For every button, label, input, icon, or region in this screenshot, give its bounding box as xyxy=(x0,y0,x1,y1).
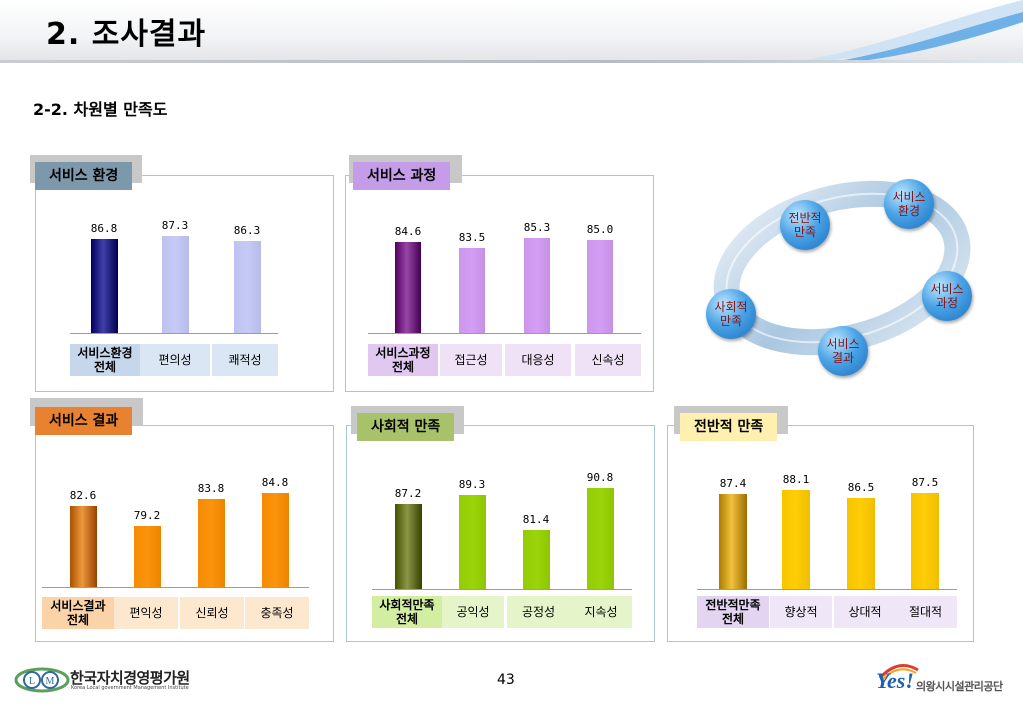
chart-value-label: 84.8 xyxy=(261,476,289,489)
chart-category-label: 공정성 xyxy=(507,596,570,628)
chart-value-label: 85.3 xyxy=(523,221,551,234)
chart-bar xyxy=(522,529,550,589)
cycle-node-overall-satisfaction: 전반적 만족 xyxy=(780,200,830,250)
chart-category-label: 신속성 xyxy=(575,344,641,376)
chart-category-label: 상대적 xyxy=(834,596,896,628)
chart-value-label: 83.8 xyxy=(197,481,225,495)
header-swoosh-decoration xyxy=(793,0,1023,62)
chart-bar xyxy=(459,248,485,333)
chart-baseline xyxy=(372,589,632,590)
cycle-node-label: 사회적 만족 xyxy=(714,300,748,328)
chart-bar xyxy=(90,238,118,333)
chart-value-label: 86.5 xyxy=(847,481,875,495)
chart-title-tab: 서비스 과정 xyxy=(353,162,451,190)
chart-category-label: 신뢰성 xyxy=(180,597,244,629)
chart-title-tab: 전반적 만족 xyxy=(680,413,778,441)
chart-baseline xyxy=(368,333,641,334)
cycle-node-label: 서비스 환경 xyxy=(892,190,926,218)
cycle-node-social-satisfaction: 사회적 만족 xyxy=(706,289,756,339)
chart-category-label: 서비스환경 전체 xyxy=(70,344,140,376)
page-title: 2. 조사결과 xyxy=(46,17,207,52)
chart-category-label: 서비스결과 전체 xyxy=(42,597,114,629)
chart-category-label: 쾌적성 xyxy=(212,344,278,376)
chart-value-label: 87.3 xyxy=(161,219,189,232)
cycle-node-service-result: 서비스 결과 xyxy=(818,326,868,376)
chart-value-label: 90.8 xyxy=(586,471,614,484)
chart-category-label: 공익성 xyxy=(442,596,504,628)
chart-bar xyxy=(586,488,614,589)
chart-category-label: 접근성 xyxy=(440,344,502,376)
chart-category-label: 서비스과정 전체 xyxy=(368,344,438,376)
chart-category-label: 절대적 xyxy=(894,596,957,628)
chart-bar xyxy=(395,241,421,333)
chart-bar xyxy=(587,239,613,333)
chart-value-label: 84.6 xyxy=(394,224,422,238)
chart-bar xyxy=(233,241,261,333)
chart-category-label: 지속성 xyxy=(570,596,632,628)
chart-bar xyxy=(911,493,939,589)
section-subtitle: 2-2. 차원별 만족도 xyxy=(33,100,168,119)
chart-bar xyxy=(197,498,225,587)
cycle-node-label: 서비스 결과 xyxy=(826,337,860,365)
klmi-emblem-icon: L M xyxy=(14,667,70,693)
chart-bar xyxy=(719,493,747,589)
chart-category-label: 충족성 xyxy=(245,597,309,629)
footer-right-org-name: 의왕시시설관리공단 xyxy=(916,680,1003,693)
chart-bar xyxy=(133,525,161,587)
chart-bar xyxy=(261,493,289,587)
chart-baseline xyxy=(70,333,278,334)
chart-bar xyxy=(847,498,875,589)
chart-baseline xyxy=(697,589,957,590)
chart-category-label: 편의성 xyxy=(140,344,210,376)
chart-value-label: 85.0 xyxy=(586,222,614,236)
header-divider xyxy=(0,60,1023,63)
footer-org-name-en: Korea Local government Management Instit… xyxy=(71,685,189,691)
chart-bar xyxy=(458,494,486,589)
cycle-node-label: 서비스 과정 xyxy=(930,282,964,310)
chart-category-label: 전반적만족 전체 xyxy=(697,596,769,628)
cycle-diagram: 서비스 환경 서비스 과정 서비스 결과 사회적 만족 전반적 만족 xyxy=(700,170,1000,380)
cycle-node-service-process: 서비스 과정 xyxy=(922,271,972,321)
chart-bar xyxy=(394,504,422,589)
chart-category-label: 향상적 xyxy=(770,596,832,628)
chart-value-label: 87.4 xyxy=(719,476,747,490)
chart-category-label: 편익성 xyxy=(114,597,178,629)
cycle-node-label: 전반적 만족 xyxy=(788,211,822,239)
chart-bar xyxy=(161,236,189,333)
chart-value-label: 86.3 xyxy=(233,224,261,238)
cycle-node-service-environment: 서비스 환경 xyxy=(884,179,934,229)
chart-title-tab: 서비스 결과 xyxy=(35,407,133,435)
chart-value-label: 87.2 xyxy=(394,487,422,501)
chart-baseline xyxy=(42,587,309,588)
chart-value-label: 82.6 xyxy=(69,488,97,502)
chart-value-label: 88.1 xyxy=(782,473,810,486)
chart-value-label: 87.5 xyxy=(911,476,939,490)
chart-value-label: 79.2 xyxy=(133,508,161,522)
chart-value-label: 86.8 xyxy=(90,221,118,235)
svg-text:L: L xyxy=(29,676,35,687)
chart-value-label: 83.5 xyxy=(458,231,486,245)
yes-logo-word: Yes! xyxy=(876,668,914,693)
chart-title-tab: 서비스 환경 xyxy=(35,162,133,190)
footer-org-name: 한국자치경영평가원 xyxy=(70,669,190,687)
chart-value-label: 89.3 xyxy=(458,477,486,491)
chart-category-label: 사회적만족 전체 xyxy=(372,596,442,628)
chart-value-label: 81.4 xyxy=(522,512,550,526)
rainbow-arc-icon xyxy=(878,664,919,681)
page-number: 43 xyxy=(497,672,515,688)
chart-title-tab: 사회적 만족 xyxy=(357,413,455,441)
chart-bar xyxy=(524,238,550,333)
chart-bar xyxy=(69,505,97,587)
chart-bar xyxy=(782,490,810,589)
svg-text:M: M xyxy=(46,676,55,687)
chart-category-label: 대응성 xyxy=(505,344,571,376)
